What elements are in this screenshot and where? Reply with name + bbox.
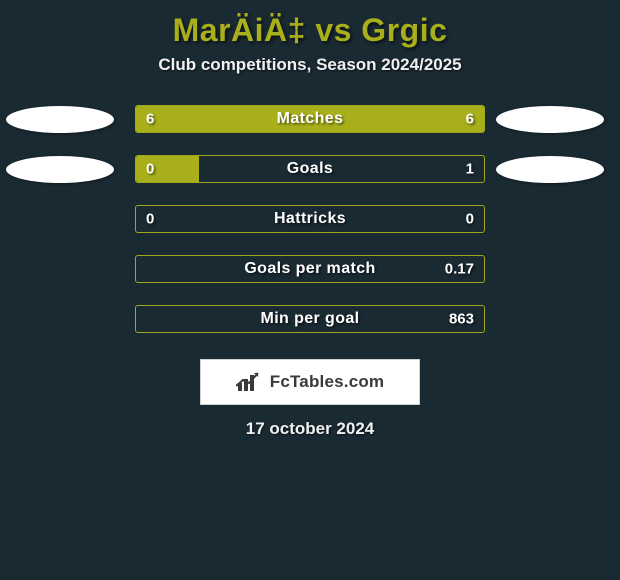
page-title: MarÄiÄ‡ vs Grgic — [0, 12, 620, 49]
stat-label: Matches — [277, 110, 344, 128]
player-left-ellipse — [6, 106, 114, 133]
stat-value-left: 6 — [146, 111, 154, 128]
stat-value-left: 0 — [146, 161, 154, 178]
stats-rows: Matches 6 6 Goals 0 1 Hattricks 0 0 Goals per mat… — [0, 105, 620, 333]
date-label: 17 october 2024 — [0, 419, 620, 439]
stat-label: Min per goal — [260, 310, 359, 328]
stat-bar: Goals 0 1 — [135, 155, 485, 183]
stat-value-right: 1 — [466, 161, 474, 178]
stat-value-right: 0.17 — [445, 261, 474, 278]
stat-label: Goals — [287, 160, 333, 178]
brand-label: FcTables.com — [270, 372, 385, 392]
player-right-ellipse — [496, 156, 604, 183]
stat-value-right: 863 — [449, 311, 474, 328]
stat-bar: Goals per match 0.17 — [135, 255, 485, 283]
stat-bar: Matches 6 6 — [135, 105, 485, 133]
stat-row: Min per goal 863 — [0, 305, 620, 333]
stat-row: Goals per match 0.17 — [0, 255, 620, 283]
stat-value-left: 0 — [146, 211, 154, 228]
stat-value-right: 0 — [466, 211, 474, 228]
player-right-ellipse — [496, 106, 604, 133]
stat-row: Hattricks 0 0 — [0, 205, 620, 233]
page-subtitle: Club competitions, Season 2024/2025 — [0, 55, 620, 75]
bar-chart-icon — [236, 371, 264, 393]
player-left-ellipse — [6, 156, 114, 183]
stat-label: Goals per match — [244, 260, 375, 278]
stat-label: Hattricks — [274, 210, 346, 228]
stat-value-right: 6 — [466, 111, 474, 128]
brand-box: FcTables.com — [200, 359, 420, 405]
stat-bar: Min per goal 863 — [135, 305, 485, 333]
stat-row: Matches 6 6 — [0, 105, 620, 133]
stat-bar: Hattricks 0 0 — [135, 205, 485, 233]
stat-row: Goals 0 1 — [0, 155, 620, 183]
